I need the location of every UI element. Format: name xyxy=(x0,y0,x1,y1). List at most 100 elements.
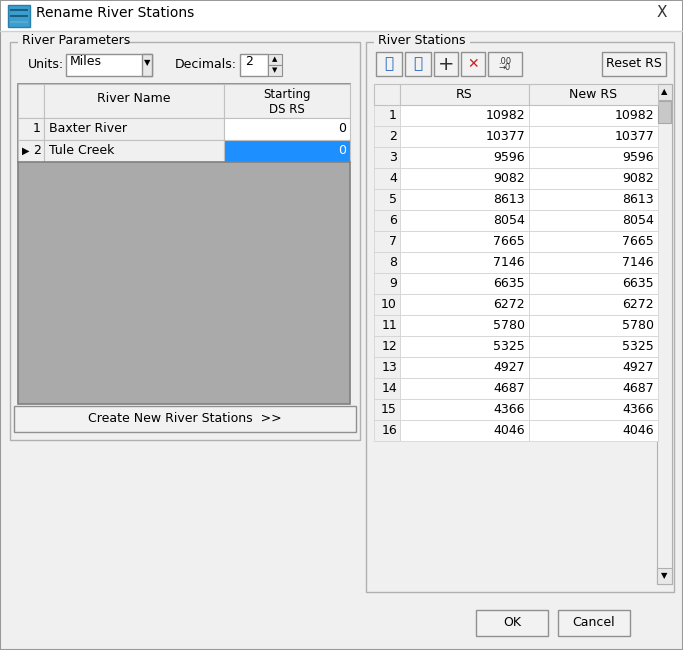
Text: River Parameters: River Parameters xyxy=(22,34,130,47)
Bar xyxy=(374,273,400,294)
Bar xyxy=(14,406,356,432)
Bar xyxy=(529,315,658,336)
Text: ⧉: ⧉ xyxy=(413,57,423,72)
Bar xyxy=(400,336,529,357)
Text: 4046: 4046 xyxy=(622,424,654,437)
Bar xyxy=(366,42,674,592)
Bar xyxy=(658,101,671,123)
Text: Cancel: Cancel xyxy=(572,616,615,629)
Text: 5780: 5780 xyxy=(493,319,525,332)
Bar xyxy=(44,140,224,162)
Text: ⧉: ⧉ xyxy=(385,57,393,72)
Text: +: + xyxy=(438,55,454,73)
Bar xyxy=(18,36,126,48)
Bar xyxy=(224,140,350,162)
Bar xyxy=(529,126,658,147)
Text: 4366: 4366 xyxy=(494,403,525,416)
Text: 0: 0 xyxy=(338,122,346,135)
Bar xyxy=(529,147,658,168)
Text: .00: .00 xyxy=(499,57,512,66)
Bar xyxy=(529,189,658,210)
Bar xyxy=(374,252,400,273)
Text: 4: 4 xyxy=(389,172,397,185)
Bar xyxy=(18,84,350,162)
Text: 10: 10 xyxy=(381,298,397,311)
Text: 11: 11 xyxy=(381,319,397,332)
Bar xyxy=(374,147,400,168)
Text: River Stations: River Stations xyxy=(378,34,466,47)
Bar xyxy=(529,231,658,252)
Text: RS: RS xyxy=(456,88,473,101)
Bar xyxy=(44,118,224,140)
Bar xyxy=(224,118,350,140)
Text: 8613: 8613 xyxy=(622,193,654,206)
Text: →0: →0 xyxy=(499,64,511,73)
Text: 14: 14 xyxy=(381,382,397,395)
Text: 6635: 6635 xyxy=(622,277,654,290)
Text: 6635: 6635 xyxy=(493,277,525,290)
Text: Rename River Stations: Rename River Stations xyxy=(36,6,194,20)
Bar xyxy=(374,336,400,357)
Text: 7146: 7146 xyxy=(622,256,654,269)
Bar xyxy=(374,189,400,210)
Bar xyxy=(400,147,529,168)
Text: ✕: ✕ xyxy=(467,57,479,71)
Bar xyxy=(374,315,400,336)
Bar xyxy=(529,420,658,441)
Bar xyxy=(657,84,672,100)
Text: 0: 0 xyxy=(338,144,346,157)
Bar xyxy=(400,294,529,315)
Text: River Name: River Name xyxy=(97,92,171,105)
Bar xyxy=(374,231,400,252)
Text: Reset RS: Reset RS xyxy=(606,57,662,70)
Bar xyxy=(44,84,224,118)
Text: 3: 3 xyxy=(389,151,397,164)
Bar xyxy=(400,84,529,105)
Text: 7: 7 xyxy=(389,235,397,248)
Bar xyxy=(529,399,658,420)
Text: Units:: Units: xyxy=(28,58,64,71)
Bar xyxy=(18,84,44,118)
Bar xyxy=(374,168,400,189)
Bar xyxy=(400,189,529,210)
Bar xyxy=(374,399,400,420)
Bar xyxy=(400,210,529,231)
Bar xyxy=(529,84,658,105)
Text: 4046: 4046 xyxy=(493,424,525,437)
Bar xyxy=(529,168,658,189)
Bar xyxy=(374,210,400,231)
Bar xyxy=(374,378,400,399)
Text: ▼: ▼ xyxy=(273,67,278,73)
Text: ▶: ▶ xyxy=(22,146,29,156)
Text: 13: 13 xyxy=(381,361,397,374)
Bar xyxy=(374,126,400,147)
Text: 4927: 4927 xyxy=(493,361,525,374)
Bar xyxy=(8,5,30,27)
Text: 5325: 5325 xyxy=(622,340,654,353)
Bar xyxy=(374,294,400,315)
Bar xyxy=(488,52,522,76)
Text: 2: 2 xyxy=(389,130,397,143)
Text: 5: 5 xyxy=(389,193,397,206)
Text: 9082: 9082 xyxy=(622,172,654,185)
Bar xyxy=(400,357,529,378)
Bar xyxy=(529,252,658,273)
Text: 9596: 9596 xyxy=(493,151,525,164)
Bar xyxy=(374,420,400,441)
Bar xyxy=(18,140,44,162)
Bar xyxy=(374,105,400,126)
Bar xyxy=(529,378,658,399)
Text: 15: 15 xyxy=(381,403,397,416)
Text: 8054: 8054 xyxy=(622,214,654,227)
Bar xyxy=(602,52,666,76)
Text: 6272: 6272 xyxy=(493,298,525,311)
Bar xyxy=(374,357,400,378)
Text: 9082: 9082 xyxy=(493,172,525,185)
Bar xyxy=(529,210,658,231)
Text: 1: 1 xyxy=(33,122,41,135)
Bar xyxy=(400,231,529,252)
Bar xyxy=(400,105,529,126)
Text: New RS: New RS xyxy=(570,88,617,101)
Text: 5325: 5325 xyxy=(493,340,525,353)
Text: 5780: 5780 xyxy=(622,319,654,332)
